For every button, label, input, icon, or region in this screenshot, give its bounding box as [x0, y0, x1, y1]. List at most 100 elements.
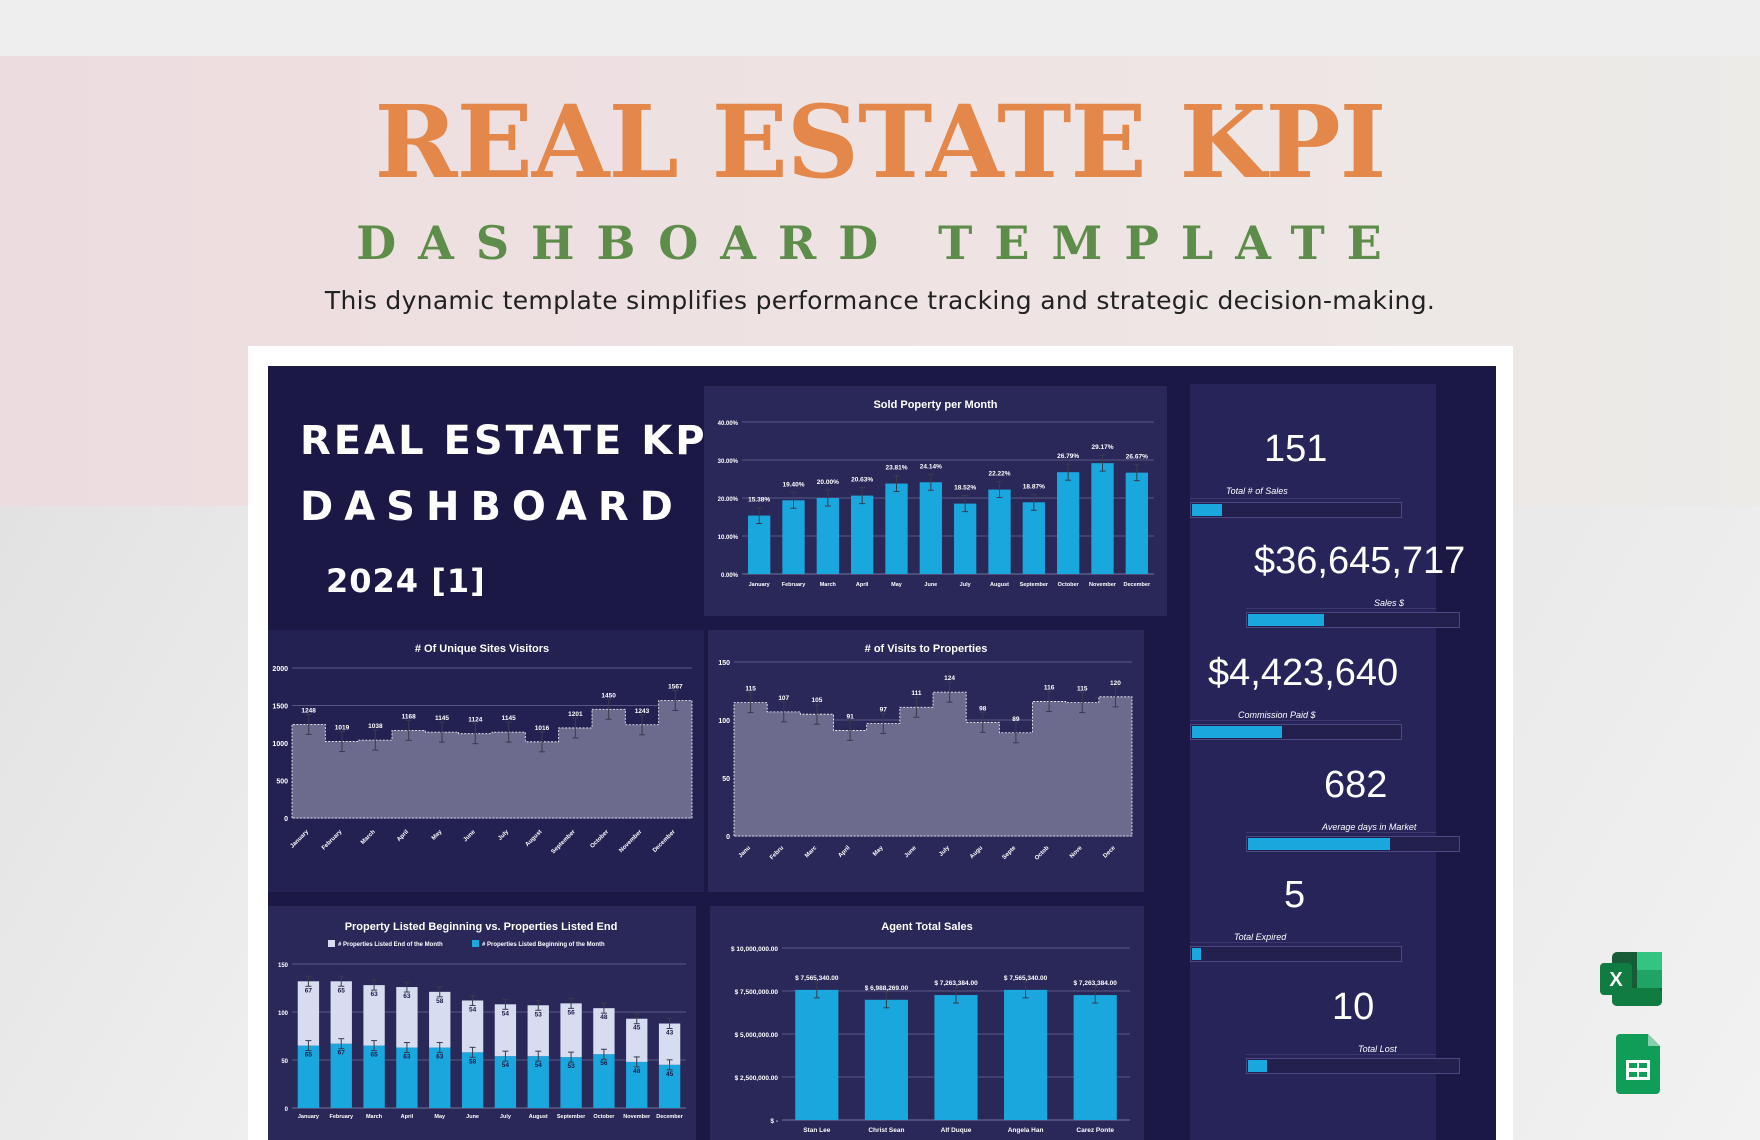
data-label: 120	[1110, 680, 1121, 687]
x-tick-label: October	[593, 1114, 615, 1120]
data-label: 1243	[635, 708, 650, 715]
bar	[782, 500, 805, 574]
data-label: $ 6,988,269.00	[865, 985, 909, 992]
legend-label: # Properties Listed Beginning of the Mon…	[482, 942, 605, 948]
kpi-divider	[1190, 942, 1400, 943]
data-label: 53	[535, 1011, 543, 1018]
x-tick-label: Stan Lee	[803, 1127, 830, 1134]
data-label: 58	[469, 1058, 477, 1065]
x-tick-label: March	[366, 1114, 383, 1120]
data-label: 48	[600, 1014, 608, 1021]
data-label: 98	[979, 705, 987, 712]
bar	[1057, 472, 1080, 574]
x-tick-label: September	[557, 1114, 586, 1120]
kpi-commission-label: Commission Paid $	[1238, 710, 1316, 720]
x-tick-label: May	[891, 582, 903, 588]
x-tick-label: March	[820, 582, 837, 588]
bar-end	[527, 1005, 549, 1057]
data-label: 1450	[601, 692, 616, 699]
data-label: 1145	[435, 715, 449, 722]
x-tick-label: April	[856, 582, 869, 588]
data-label: 63	[403, 1054, 411, 1061]
data-label: 45	[666, 1071, 674, 1078]
data-label: $ 7,565,340.00	[795, 975, 839, 982]
bar	[1125, 472, 1148, 574]
data-label: 91	[846, 713, 854, 720]
kpi-divider	[1190, 720, 1400, 721]
data-label: 18.87%	[1023, 483, 1045, 490]
bar	[934, 995, 978, 1120]
bar	[1091, 463, 1114, 574]
kpi-days-value: 682	[1324, 764, 1388, 806]
x-tick-label: November	[1089, 582, 1117, 588]
hero-title: REAL ESTATE KPI	[374, 83, 1387, 201]
x-tick-label: Angela Han	[1008, 1127, 1044, 1134]
bar	[954, 503, 977, 574]
visits-chart: # of Visits to Properties 0 50 100 150 115 107…	[718, 643, 1133, 862]
x-tick-label: July	[500, 1114, 512, 1120]
kpi-expired-value: 5	[1284, 874, 1306, 916]
data-label: 43	[666, 1030, 674, 1037]
svg-text:X: X	[1609, 969, 1623, 991]
data-label: 111	[911, 690, 922, 697]
bar-beginning	[429, 1047, 451, 1108]
bar	[885, 483, 908, 574]
data-label: 20.63%	[851, 477, 873, 484]
bar-end	[330, 981, 352, 1044]
bar-beginning	[396, 1047, 418, 1108]
data-label: 22.22%	[988, 471, 1010, 478]
sheets-icon[interactable]	[1616, 1034, 1662, 1094]
bar-beginning	[658, 1064, 681, 1108]
data-label: 54	[502, 1010, 510, 1017]
x-tick-label: Augu	[969, 845, 984, 860]
data-label: 15.38%	[748, 497, 770, 504]
x-tick-label: January	[290, 829, 311, 850]
bar-end	[494, 1004, 517, 1057]
y-tick-label: 150	[718, 660, 730, 667]
x-tick-label: December	[652, 829, 677, 854]
data-label: 56	[567, 1009, 575, 1016]
chart-title: Agent Total Sales	[881, 921, 972, 933]
x-tick-label: August	[990, 582, 1009, 588]
kpi-days-label: Average days in Market	[1322, 822, 1417, 832]
data-label: 1168	[402, 713, 416, 720]
data-label: 1201	[568, 711, 583, 718]
hero-description: This dynamic template simplifies perform…	[324, 286, 1436, 315]
agents-chart: Agent Total Sales $ - $ 2,500,000.00 $ 5,00…	[731, 921, 1130, 1134]
bar	[795, 989, 839, 1120]
chart-title: Property Listed Beginning vs. Properties…	[345, 921, 618, 933]
listed-chart-panel: Property Listed Beginning vs. Properties…	[268, 906, 696, 1140]
kpi-sales-label: Sales $	[1374, 598, 1405, 608]
data-label: 18.52%	[954, 485, 976, 492]
data-label: 1248	[301, 707, 316, 714]
y-tick-label: 2000	[272, 666, 288, 673]
bar-end	[297, 981, 320, 1046]
x-tick-label: December	[1124, 582, 1151, 588]
x-tick-label: May	[431, 829, 444, 842]
data-label: 63	[370, 991, 378, 998]
excel-icon[interactable]: X	[1600, 950, 1664, 1008]
y-tick-label: $ 2,500,000.00	[735, 1075, 779, 1082]
kpi-commission-bar	[1190, 724, 1402, 740]
data-label: 1567	[668, 683, 683, 690]
y-tick-label: $ 5,000,000.00	[735, 1032, 779, 1039]
data-label: 116	[1044, 684, 1055, 691]
kpi-sidebar: 151 Total # of Sales $36,645,717 Sales $…	[1190, 384, 1465, 1140]
bar-beginning	[494, 1056, 517, 1108]
x-tick-label: May	[434, 1114, 446, 1120]
data-label: 53	[567, 1063, 575, 1070]
data-label: 97	[880, 706, 888, 713]
y-tick-label: 0.00%	[721, 573, 739, 579]
chart-title: Sold Poperty per Month	[873, 399, 997, 411]
y-tick-label: 100	[278, 1011, 289, 1017]
kpi-days-bar	[1246, 836, 1460, 852]
bar-end	[593, 1008, 615, 1055]
kpi-sales-value: $36,645,717	[1254, 540, 1466, 582]
y-tick-label: 1000	[272, 741, 288, 748]
data-label: 65	[370, 1052, 378, 1059]
area-series	[733, 691, 1133, 837]
y-tick-label: 100	[718, 718, 730, 725]
data-label: 54	[469, 1006, 477, 1013]
data-label: $ 7,565,340.00	[1004, 975, 1048, 982]
area-series	[291, 700, 693, 819]
